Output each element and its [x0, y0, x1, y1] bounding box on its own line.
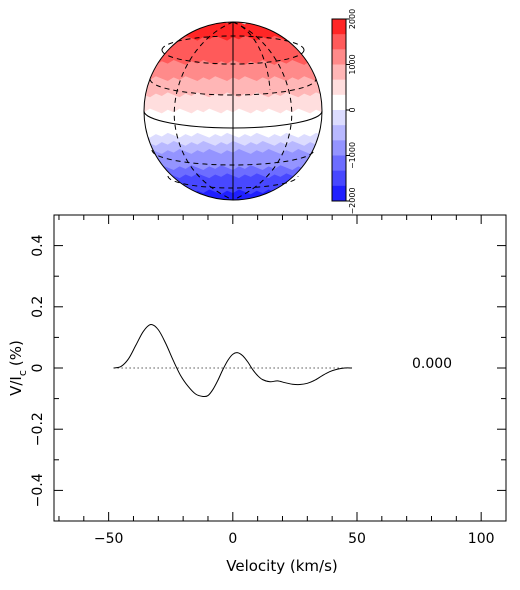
colorbar-cell — [332, 19, 346, 35]
latitude-line — [149, 78, 317, 96]
colorbar-tick-label: 1000 — [348, 54, 357, 74]
colorbar-cell — [332, 64, 346, 81]
y-tick-label: 0 — [30, 364, 46, 373]
y-tick-label: 0.2 — [30, 296, 46, 318]
sphere-outline — [143, 21, 323, 201]
colorbar-cell — [332, 155, 346, 172]
colorbar-cell — [332, 170, 346, 187]
meridian-line — [232, 21, 271, 91]
colorbar-cell — [332, 185, 346, 202]
y-axis-label-main: V/I — [7, 376, 25, 396]
colorbar-cells — [332, 19, 346, 202]
y-tick-label: 0.4 — [30, 234, 46, 256]
stokes-v-plot: −50 0 50 100 −0.4 −0.2 0 0.2 0.4 0.000 Velocity… — [7, 214, 507, 575]
x-tick-label: 100 — [468, 531, 495, 547]
x-tick-label: 0 — [228, 531, 237, 547]
colorbar-tick-label: −1000 — [348, 142, 357, 169]
colorbar-tick-label: 2000 — [348, 9, 357, 29]
x-axis-label: Velocity (km/s) — [226, 557, 337, 575]
colorbar-cell — [332, 140, 346, 156]
series-line — [113, 324, 353, 398]
meridian-line — [173, 21, 234, 201]
colorbar-cell — [332, 125, 346, 141]
sphere-grid — [143, 21, 323, 201]
y-axis-label: V/Ic (%) — [7, 340, 29, 396]
y-axis-label-subscript: c — [16, 370, 29, 376]
colorbar-cell — [332, 94, 346, 111]
x-tick-labels: −50 0 50 100 — [94, 531, 495, 547]
colorbar-cell — [332, 49, 346, 65]
colorbar: 2000 1000 0 −1000 −2000 — [331, 9, 357, 215]
colorbar-cell — [332, 34, 346, 50]
colorbar-tick-label: 0 — [348, 107, 357, 112]
colorbar-cell — [332, 79, 346, 96]
axis-ticks — [54, 214, 507, 522]
stellar-surface-map — [143, 21, 323, 201]
y-tick-label: −0.4 — [30, 473, 46, 507]
colorbar-tick-labels: 2000 1000 0 −1000 −2000 — [346, 9, 357, 215]
y-axis-label-unit: (%) — [7, 340, 25, 366]
phase-label: 0.000 — [412, 356, 452, 372]
colorbar-cell — [332, 110, 346, 126]
x-tick-label: −50 — [94, 531, 124, 547]
series-points — [114, 325, 352, 397]
meridian-line — [232, 21, 293, 201]
y-tick-label: −0.2 — [30, 412, 46, 446]
colorbar-tick-label: −2000 — [348, 187, 357, 214]
y-tick-labels: −0.4 −0.2 0 0.2 0.4 — [30, 234, 46, 507]
x-tick-label: 50 — [348, 531, 366, 547]
